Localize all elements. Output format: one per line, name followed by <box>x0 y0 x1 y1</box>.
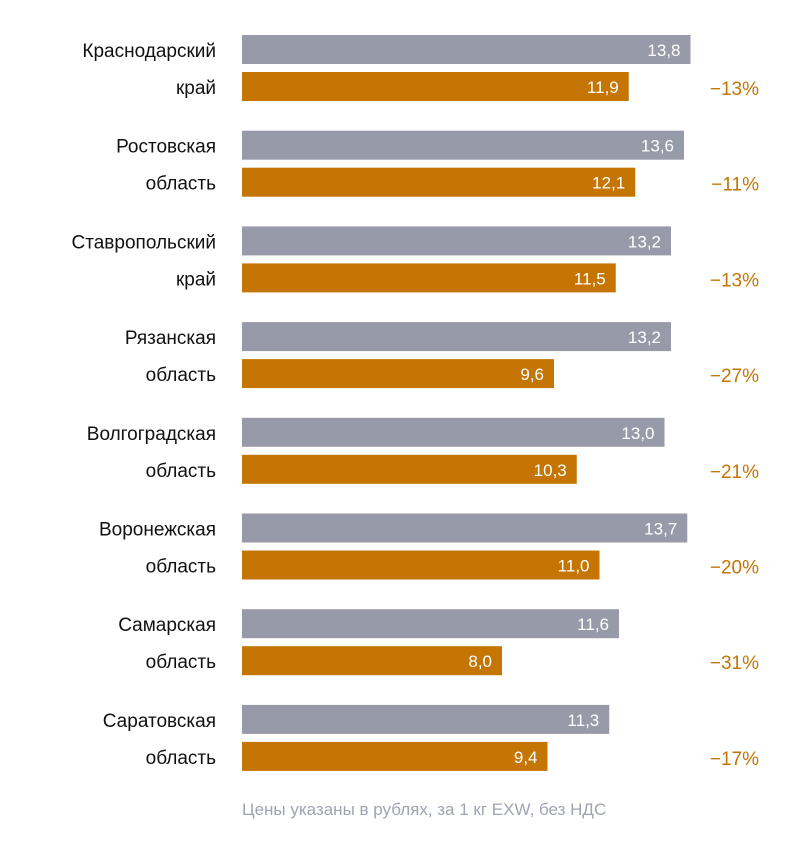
bar-value-label: 13,6 <box>641 137 674 156</box>
category-label: область <box>146 557 216 578</box>
bar-value-label: 11,5 <box>574 269 606 288</box>
bar-current <box>242 72 629 101</box>
category-label: область <box>146 748 216 769</box>
bar-value-label: 13,2 <box>628 232 661 251</box>
bar-previous <box>242 513 688 543</box>
category-label: Ростовская <box>116 137 216 158</box>
change-percent-label: −21% <box>710 462 759 483</box>
bar-value-label: 13,8 <box>647 41 680 60</box>
category-label: Воронежская <box>99 520 216 541</box>
category-label: край <box>176 78 216 99</box>
bar-previous <box>242 35 691 64</box>
bar-previous <box>242 704 610 734</box>
bar-previous <box>242 226 671 256</box>
bar-value-label: 12,1 <box>592 174 625 193</box>
bar-value-label: 9,4 <box>514 748 538 767</box>
bar-value-label: 11,6 <box>577 615 609 634</box>
change-percent-label: −17% <box>710 749 759 770</box>
change-percent-label: −27% <box>710 366 759 387</box>
category-label: Рязанская <box>125 328 216 349</box>
category-label: край <box>176 269 216 290</box>
change-percent-label: −13% <box>710 270 759 291</box>
category-label: Самарская <box>118 615 216 636</box>
category-label: Краснодарский <box>82 41 216 62</box>
category-label: Ставропольский <box>72 232 216 253</box>
change-percent-label: −11% <box>711 175 759 196</box>
category-label: Саратовская <box>103 711 216 732</box>
category-label: область <box>146 461 216 482</box>
bar-previous <box>242 417 665 447</box>
bar-current <box>242 550 600 580</box>
bar-value-label: 11,0 <box>558 557 590 576</box>
category-label: область <box>146 365 216 386</box>
bar-current <box>242 741 548 771</box>
bar-value-label: 13,7 <box>644 520 677 539</box>
chart-note: Цены указаны в рублях, за 1 кг EXW, без … <box>242 800 607 819</box>
change-percent-label: −20% <box>710 558 759 579</box>
bar-current <box>242 359 554 389</box>
bar-value-label: 9,6 <box>520 365 544 384</box>
change-percent-label: −13% <box>710 79 759 100</box>
bar-value-label: 10,3 <box>534 461 567 480</box>
bar-current <box>242 167 636 197</box>
bar-value-label: 8,0 <box>468 652 492 671</box>
bar-value-label: 13,2 <box>628 328 661 347</box>
bar-value-label: 13,0 <box>621 424 654 443</box>
bar-value-label: 11,9 <box>587 78 619 97</box>
bar-value-label: 11,3 <box>567 711 599 730</box>
bar-previous <box>242 322 671 352</box>
bar-previous <box>242 609 619 639</box>
bar-current <box>242 454 577 484</box>
category-label: Волгоградская <box>87 424 216 445</box>
bar-previous <box>242 130 684 160</box>
bar-current <box>242 263 616 293</box>
category-label: область <box>146 652 216 673</box>
change-percent-label: −31% <box>710 653 759 674</box>
bar-current <box>242 646 502 676</box>
category-label: область <box>146 174 216 195</box>
